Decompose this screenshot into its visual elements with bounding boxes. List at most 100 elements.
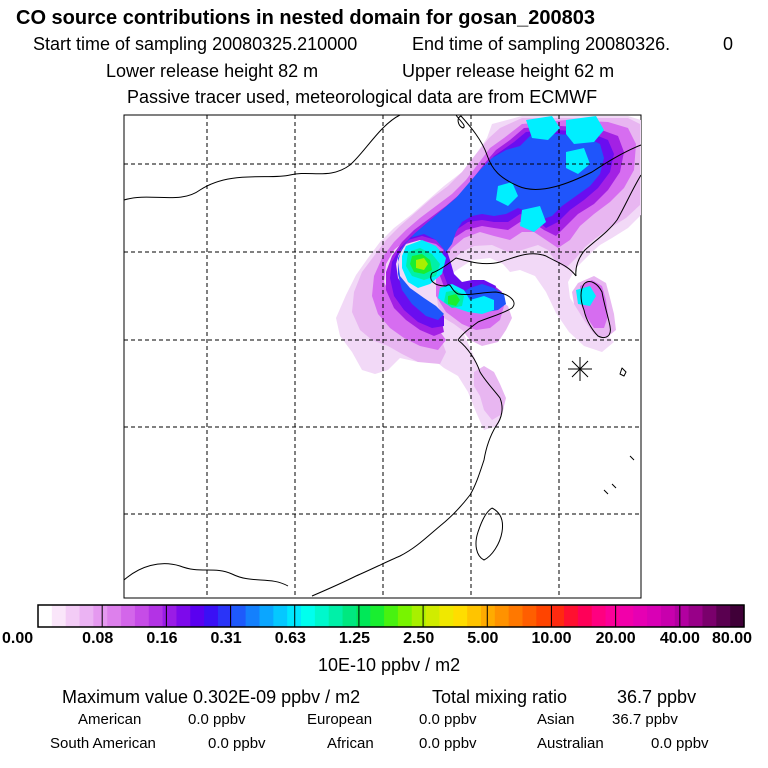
- sampling-end: End time of sampling 20080326.: [412, 34, 671, 54]
- colorbar-cell: [190, 605, 205, 627]
- colorbar-cell: [688, 605, 704, 627]
- colorbar-cell: [370, 605, 385, 627]
- colorbar: [37, 604, 745, 628]
- colorbar-cell: [716, 605, 731, 627]
- colorbar-cell: [51, 605, 67, 627]
- colorbar-cell: [577, 605, 593, 627]
- contrib-australian-value: 0.0 ppbv: [651, 735, 709, 752]
- contrib-european-value: 0.0 ppbv: [419, 711, 477, 728]
- colorbar-cell: [633, 605, 648, 627]
- colorbar-cell: [411, 605, 427, 627]
- colorbar-cell: [204, 605, 219, 627]
- colorbar-unit: 10E-10 ppbv / m2: [318, 655, 461, 675]
- contrib-australian-name: Australian: [537, 735, 604, 752]
- colorbar-frame: [37, 604, 745, 628]
- colorbar-cell: [397, 605, 413, 627]
- colorbar-cell: [619, 605, 634, 627]
- contrib-african-name: African: [327, 735, 374, 752]
- colorbar-cell: [425, 605, 441, 627]
- colorbar-cell: [522, 605, 537, 627]
- colorbar-cell: [605, 605, 621, 627]
- plume-field: [336, 116, 641, 430]
- colorbar-cell: [107, 605, 122, 627]
- colorbar-tick-label: 1.25: [338, 630, 371, 647]
- map-panel: [123, 114, 642, 599]
- colorbar-cell: [453, 605, 468, 627]
- coastline-bohai-liaoning: [431, 253, 577, 277]
- colorbar-cell: [384, 605, 399, 627]
- colorbar-cell: [480, 605, 496, 627]
- colorbar-cell: [65, 605, 81, 627]
- colorbar-cell: [536, 605, 551, 627]
- colorbar-cell: [245, 605, 261, 627]
- colorbar-cell: [647, 605, 662, 627]
- colorbar-cell: [508, 605, 524, 627]
- colorbar-cell: [79, 605, 94, 627]
- colorbar-tick-label: 10.00: [531, 630, 572, 647]
- colorbar-cell: [328, 605, 344, 627]
- coastline-border-korea: [575, 174, 642, 277]
- colorbar-cell: [176, 605, 191, 627]
- page-title: CO source contributions in nested domain…: [16, 7, 596, 29]
- coastline-border-north: [123, 114, 401, 201]
- colorbar-cell: [660, 605, 676, 627]
- colorbar-cell: [162, 605, 178, 627]
- total-mixing-label: Total mixing ratio: [432, 687, 568, 707]
- colorbar-tick-label: 0.16: [146, 630, 178, 647]
- colorbar-cell: [134, 605, 150, 627]
- upper-release-height: Upper release height 62 m: [402, 61, 615, 81]
- coastline-taiwan: [475, 507, 503, 561]
- coastline-ryukyu: [603, 455, 635, 495]
- coastline-korea: [580, 281, 611, 339]
- contrib-asian-name: Asian: [537, 711, 575, 728]
- colorbar-tick-label: 40.00: [659, 630, 700, 647]
- max-value: Maximum value 0.302E-09 ppbv / m2: [62, 687, 361, 707]
- colorbar-cell: [356, 605, 371, 627]
- sampling-end-value: 0: [723, 34, 734, 54]
- colorbar-cell: [148, 605, 164, 627]
- colorbar-cell: [550, 605, 565, 627]
- contrib-south-american-name: South American: [50, 735, 156, 752]
- contrib-asian-value: 36.7 ppbv: [612, 711, 678, 728]
- contrib-south-american-value: 0.0 ppbv: [208, 735, 266, 752]
- contrib-european-name: European: [307, 711, 373, 728]
- colorbar-cell: [301, 605, 316, 627]
- lower-release-height: Lower release height 82 m: [106, 61, 319, 81]
- coastline-south-china: [311, 494, 471, 597]
- total-mixing-value: 36.7 ppbv: [617, 687, 697, 707]
- lat-lon-grid: [124, 115, 641, 598]
- colorbar-cell: [342, 605, 357, 627]
- colorbar-cell: [730, 605, 745, 627]
- colorbar-cell: [217, 605, 233, 627]
- colorbar-cell: [121, 605, 136, 627]
- colorbar-cell: [259, 605, 274, 627]
- sampling-start: Start time of sampling 20080325.210000: [33, 34, 358, 54]
- receptor-marker-icon: [568, 357, 592, 381]
- colorbar-tick-label: 2.50: [403, 630, 435, 647]
- colorbar-tick-label: 0.31: [210, 630, 242, 647]
- contrib-african-value: 0.0 ppbv: [419, 735, 477, 752]
- colorbar-cell: [231, 605, 247, 627]
- contrib-american-name: American: [78, 711, 142, 728]
- coastlines: [123, 114, 642, 597]
- colorbar-tick-label: 5.00: [467, 630, 499, 647]
- colorbar-cell: [674, 605, 690, 627]
- colorbar-cell: [314, 605, 330, 627]
- coastline-kyushu: [619, 367, 627, 377]
- colorbar-cell: [439, 605, 454, 627]
- colorbar-cell: [273, 605, 288, 627]
- colorbar-cell: [702, 605, 717, 627]
- coastline-bohai-hebei: [430, 272, 459, 295]
- contrib-american-value: 0.0 ppbv: [188, 711, 246, 728]
- colorbar-cell: [467, 605, 482, 627]
- colorbar-cell: [564, 605, 579, 627]
- plume-core: [416, 258, 428, 270]
- colorbar-tick-label: 0.63: [274, 630, 306, 647]
- colorbar-tick-label: 80.00: [712, 630, 753, 647]
- colorbar-tick-label: 20.00: [595, 630, 636, 647]
- colorbar-cell: [494, 605, 510, 627]
- colorbar-cell: [38, 605, 53, 627]
- coastline-east-china: [457, 339, 503, 496]
- tracer-info: Passive tracer used, meteorological data…: [127, 87, 598, 107]
- colorbar-cell: [591, 605, 607, 627]
